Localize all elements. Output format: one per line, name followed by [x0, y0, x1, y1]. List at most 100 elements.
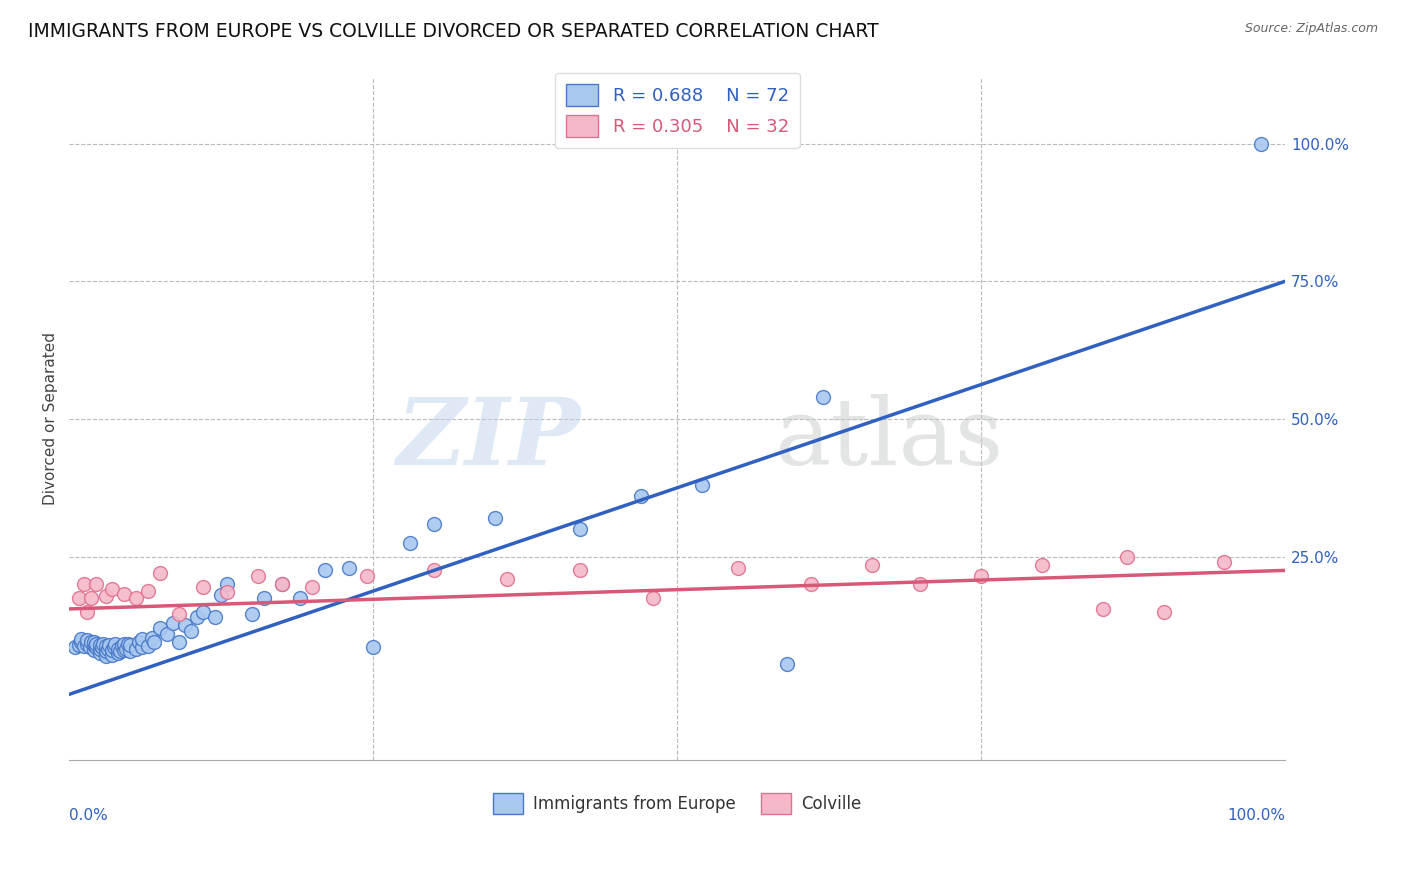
- Point: [128, 635, 150, 649]
- Point: [104, 637, 127, 651]
- Point: [112, 587, 135, 601]
- Point: [217, 577, 239, 591]
- Point: [76, 605, 98, 619]
- Point: [118, 644, 141, 658]
- Point: [65, 640, 87, 655]
- Point: [240, 607, 263, 622]
- Point: [67, 591, 90, 605]
- Point: [73, 639, 96, 653]
- Point: [191, 605, 214, 619]
- Point: [1250, 136, 1272, 151]
- Point: [246, 569, 269, 583]
- Point: [271, 577, 294, 591]
- Point: [94, 648, 117, 663]
- Text: atlas: atlas: [775, 394, 1004, 484]
- Point: [484, 511, 506, 525]
- Point: [356, 569, 378, 583]
- Point: [84, 640, 107, 655]
- Point: [1213, 555, 1236, 569]
- Point: [423, 563, 446, 577]
- Point: [103, 640, 125, 655]
- Point: [162, 615, 184, 630]
- Point: [136, 583, 159, 598]
- Point: [94, 639, 117, 653]
- Point: [1031, 558, 1053, 572]
- Point: [301, 580, 323, 594]
- Point: [398, 536, 420, 550]
- Text: 100.0%: 100.0%: [1227, 808, 1285, 823]
- Point: [83, 635, 105, 649]
- Point: [496, 572, 519, 586]
- Point: [118, 638, 141, 652]
- Point: [361, 640, 384, 655]
- Point: [314, 563, 336, 577]
- Text: 0.0%: 0.0%: [69, 808, 108, 823]
- Point: [1091, 602, 1114, 616]
- Point: [910, 577, 932, 591]
- Point: [125, 642, 148, 657]
- Point: [800, 577, 823, 591]
- Point: [690, 478, 713, 492]
- Point: [1116, 549, 1139, 564]
- Point: [155, 626, 177, 640]
- Point: [112, 643, 135, 657]
- Point: [290, 591, 312, 605]
- Point: [67, 638, 90, 652]
- Point: [204, 610, 226, 624]
- Point: [101, 643, 124, 657]
- Point: [191, 580, 214, 594]
- Point: [1153, 605, 1175, 619]
- Point: [143, 635, 166, 649]
- Point: [167, 635, 190, 649]
- Point: [89, 638, 111, 652]
- Point: [84, 637, 107, 651]
- Point: [80, 635, 103, 649]
- Point: [727, 560, 749, 574]
- Point: [131, 640, 153, 655]
- Text: Source: ZipAtlas.com: Source: ZipAtlas.com: [1244, 22, 1378, 36]
- Point: [131, 632, 153, 647]
- Point: [89, 642, 111, 657]
- Y-axis label: Divorced or Separated: Divorced or Separated: [44, 333, 58, 506]
- Point: [101, 582, 124, 596]
- Point: [811, 390, 834, 404]
- Point: [173, 618, 195, 632]
- Point: [91, 637, 114, 651]
- Point: [209, 588, 232, 602]
- Point: [186, 610, 208, 624]
- Point: [125, 591, 148, 605]
- Point: [641, 591, 664, 605]
- Point: [70, 635, 93, 649]
- Point: [94, 589, 117, 603]
- Point: [84, 577, 107, 591]
- Point: [180, 624, 202, 638]
- Point: [568, 563, 591, 577]
- Point: [115, 642, 138, 657]
- Point: [776, 657, 799, 671]
- Point: [98, 638, 121, 652]
- Point: [112, 637, 135, 651]
- Point: [70, 632, 93, 647]
- Point: [76, 633, 98, 648]
- Point: [80, 591, 103, 605]
- Point: [107, 646, 129, 660]
- Point: [89, 646, 111, 660]
- Point: [110, 644, 132, 658]
- Point: [217, 585, 239, 599]
- Point: [253, 591, 276, 605]
- Point: [110, 639, 132, 653]
- Point: [97, 642, 120, 657]
- Point: [136, 639, 159, 653]
- Point: [149, 621, 172, 635]
- Point: [423, 516, 446, 531]
- Point: [149, 566, 172, 581]
- Point: [101, 648, 124, 662]
- Point: [94, 644, 117, 658]
- Point: [630, 489, 652, 503]
- Point: [107, 642, 129, 657]
- Point: [568, 522, 591, 536]
- Point: [860, 558, 883, 572]
- Legend: Immigrants from Europe, Colville: Immigrants from Europe, Colville: [486, 787, 868, 821]
- Point: [271, 577, 294, 591]
- Point: [91, 640, 114, 655]
